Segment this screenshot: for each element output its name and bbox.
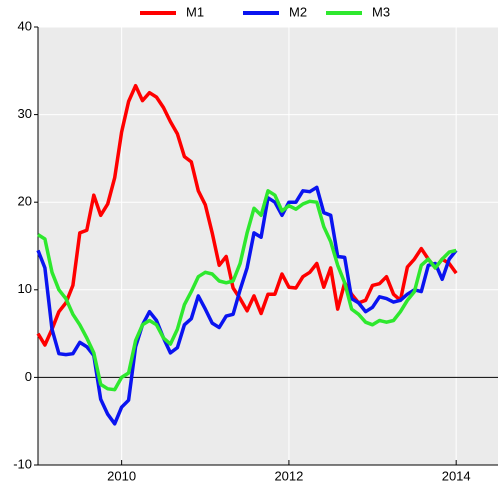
line-series — [37, 189, 457, 392]
legend-label: M3 — [372, 4, 390, 19]
y-tick-label: -10 — [13, 456, 32, 471]
line-series — [36, 185, 458, 426]
y-tick-label: 20 — [18, 194, 32, 209]
legend-label: M2 — [289, 4, 307, 19]
y-tick-label: 10 — [18, 281, 32, 296]
x-tick-label: 2014 — [442, 468, 471, 483]
line-series — [36, 83, 458, 347]
y-tick-label: 30 — [18, 106, 32, 121]
plot-area — [38, 27, 498, 465]
x-tick-label: 2010 — [107, 468, 136, 483]
y-tick-label: 40 — [18, 18, 32, 33]
x-tick-label: 2012 — [274, 468, 303, 483]
legend-label: M1 — [186, 4, 204, 19]
y-tick-label: 0 — [25, 369, 32, 384]
